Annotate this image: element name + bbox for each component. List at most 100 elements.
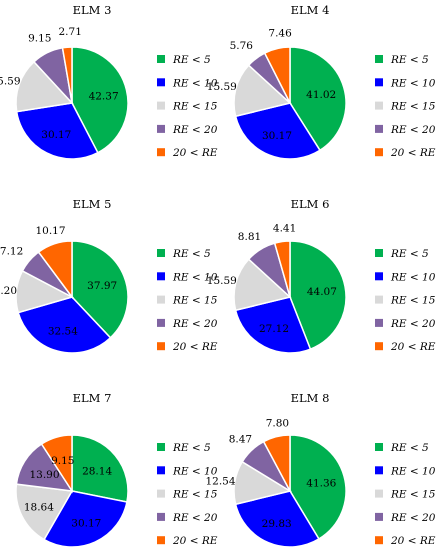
slice-label: 27.12 (259, 323, 289, 335)
pie-panel: ELM 3 42.37 30.17 15.59 9.15 2.71 RE < 5 RE < 1… (0, 3, 218, 160)
legend-swatch (157, 342, 165, 351)
slice-label: 5.76 (230, 40, 254, 52)
legend-label: RE < 10 (172, 465, 218, 477)
pie-panel: ELM 4 41.02 30.17 15.59 5.76 7.46 RE < 5 RE < 1… (207, 3, 436, 160)
legend-swatch (375, 295, 383, 304)
slice-label: 7.80 (266, 418, 289, 430)
legend-swatch (157, 78, 165, 87)
legend-swatch (157, 512, 165, 521)
pie-title: ELM 6 (291, 197, 330, 211)
legend-swatch (375, 536, 383, 545)
slice-label: 2.71 (59, 26, 82, 38)
legend-label: RE < 10 (390, 271, 436, 283)
legend-swatch (157, 55, 165, 63)
slice-label: 13.90 (29, 469, 59, 481)
slice-label: 44.07 (307, 286, 337, 298)
slice-label: 12.54 (205, 476, 235, 488)
pie-slice (234, 490, 320, 548)
legend-swatch (375, 101, 383, 110)
pie-title: ELM 4 (291, 3, 330, 17)
legend-label: 20 < RE (390, 147, 436, 159)
pie-panel: ELM 6 44.07 27.12 15.59 8.81 4.41 RE < 5 RE < 1… (207, 197, 436, 354)
slice-label: 30.17 (71, 518, 101, 530)
slice-label: 15.59 (207, 81, 237, 93)
slice-label: 30.17 (262, 130, 292, 142)
legend-label: RE < 20 (172, 124, 218, 136)
slice-label: 28.14 (82, 465, 112, 477)
legend-label: RE < 5 (390, 248, 429, 260)
legend-label: RE < 15 (390, 101, 436, 113)
legend-label: 20 < RE (172, 341, 218, 353)
slice-label: 12.20 (0, 285, 17, 297)
pie-title: ELM 8 (291, 391, 330, 405)
legend-swatch (157, 249, 165, 257)
slice-label: 42.37 (89, 90, 119, 102)
legend-label: 20 < RE (172, 535, 218, 547)
slice-label: 15.59 (207, 275, 237, 287)
slice-label: 9.15 (28, 33, 51, 45)
pie-title: ELM 3 (73, 3, 112, 17)
legend-label: RE < 5 (390, 442, 429, 454)
pie-slice (15, 483, 74, 541)
legend-swatch (157, 272, 165, 281)
legend-label: RE < 10 (390, 465, 436, 477)
legend-swatch (375, 489, 383, 498)
legend-label: RE < 20 (390, 124, 436, 136)
slice-label: 32.54 (48, 326, 78, 338)
legend-swatch (157, 295, 165, 304)
pie-panel: ELM 5 37.97 32.54 12.20 7.12 10.17 RE < 5 RE < … (0, 197, 218, 354)
legend-label: RE < 20 (390, 318, 436, 330)
pie-slice (71, 46, 129, 154)
pie-slice (15, 102, 99, 160)
slice-label: 37.97 (87, 280, 117, 292)
slice-label: 7.46 (268, 28, 292, 40)
legend-label: RE < 5 (390, 54, 429, 66)
pie-slice (17, 296, 112, 354)
pie-slice (71, 240, 129, 339)
legend-label: RE < 15 (172, 101, 218, 113)
legend-label: RE < 5 (172, 442, 211, 454)
legend-label: RE < 5 (172, 248, 211, 260)
legend-label: RE < 10 (172, 77, 218, 89)
legend-swatch (375, 272, 383, 281)
legend-swatch (375, 55, 383, 63)
pie-slice (262, 434, 291, 492)
legend-label: RE < 10 (390, 77, 436, 89)
pie-panel: ELM 8 41.36 29.83 12.54 8.47 7.80 RE < 5 RE < 1… (205, 391, 436, 548)
pie-slice (15, 60, 74, 113)
legend-swatch (157, 124, 165, 133)
slice-label: 8.47 (229, 434, 252, 446)
legend-swatch (375, 342, 383, 351)
slice-label: 15.59 (0, 76, 21, 88)
pie-slice (234, 296, 312, 354)
legend-label: 20 < RE (172, 147, 218, 159)
pie-slice (263, 46, 291, 104)
legend-swatch (375, 78, 383, 87)
legend-swatch (375, 124, 383, 133)
slice-label: 7.12 (0, 245, 23, 257)
slice-label: 41.36 (306, 477, 336, 489)
pie-panel: ELM 7 28.14 30.17 18.64 13.90 9.15 RE < 5 RE < … (15, 391, 218, 548)
pie-slice (37, 240, 73, 300)
pie-title: ELM 5 (73, 197, 112, 211)
legend-label: 20 < RE (390, 341, 436, 353)
legend-label: RE < 20 (390, 512, 436, 524)
slice-label: 8.81 (238, 231, 261, 243)
pie-title: ELM 7 (73, 391, 112, 405)
pie-slice (233, 64, 292, 118)
legend-swatch (375, 512, 383, 521)
slice-label: 18.64 (24, 502, 54, 514)
pie-slice (40, 434, 73, 494)
legend-swatch (375, 318, 383, 327)
legend-swatch (157, 318, 165, 327)
legend-swatch (157, 148, 165, 157)
legend-swatch (157, 101, 165, 110)
pie-slice (289, 240, 347, 351)
legend-label: 20 < RE (390, 535, 436, 547)
slice-label: 4.41 (273, 222, 296, 234)
legend-label: RE < 20 (172, 512, 218, 524)
legend-swatch (157, 466, 165, 475)
legend-label: RE < 15 (390, 295, 436, 307)
